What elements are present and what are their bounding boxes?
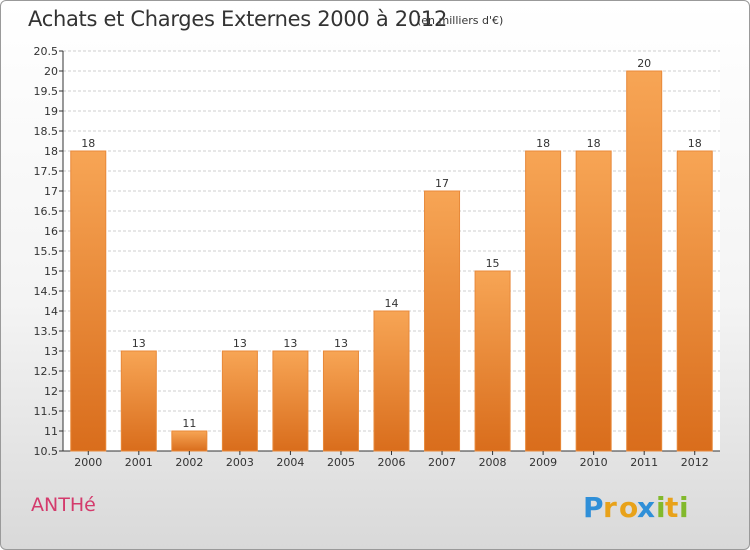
bar-value-label: 11	[182, 417, 196, 430]
y-tick-label: 16.5	[34, 205, 59, 218]
y-tick-label: 20	[44, 65, 58, 78]
x-tick-label: 2009	[529, 456, 557, 469]
x-tick-label: 2003	[226, 456, 254, 469]
x-tick-label: 2004	[276, 456, 304, 469]
x-tick-label: 2010	[580, 456, 608, 469]
bar-value-label: 13	[334, 337, 348, 350]
bar	[272, 350, 309, 452]
y-tick-label: 20.5	[34, 45, 59, 58]
y-tick-label: 11.5	[34, 405, 59, 418]
logo-letter: i	[656, 491, 666, 524]
y-tick-label: 12.5	[34, 365, 59, 378]
bar	[626, 70, 663, 452]
x-tick-label: 2011	[630, 456, 658, 469]
x-tick-label: 2001	[125, 456, 153, 469]
y-tick-label: 11	[44, 425, 58, 438]
y-tick-label: 19	[44, 105, 58, 118]
chart-unit-label: (en milliers d'€)	[417, 14, 504, 27]
bar	[676, 150, 713, 452]
bar	[120, 350, 157, 452]
x-tick-label: 2000	[74, 456, 102, 469]
y-tick-label: 17	[44, 185, 58, 198]
logo-letter: P	[583, 491, 604, 524]
bar-value-label: 13	[132, 337, 146, 350]
y-tick-label: 13.5	[34, 325, 59, 338]
x-tick-label: 2006	[378, 456, 406, 469]
x-tick-label: 2005	[327, 456, 355, 469]
chart-title: Achats et Charges Externes 2000 à 2012	[28, 7, 448, 31]
bar-value-label: 15	[486, 257, 500, 270]
commune-name: ANTHé	[31, 494, 96, 516]
bar-value-label: 13	[233, 337, 247, 350]
bar-value-label: 18	[81, 137, 95, 150]
bar	[424, 190, 461, 452]
y-tick-label: 13	[44, 345, 58, 358]
y-tick-label: 16	[44, 225, 58, 238]
bar-value-label: 17	[435, 177, 449, 190]
y-tick-label: 17.5	[34, 165, 59, 178]
x-tick-label: 2007	[428, 456, 456, 469]
y-tick-label: 15	[44, 265, 58, 278]
x-tick-label: 2008	[479, 456, 507, 469]
logo-letter: i	[679, 491, 689, 524]
y-tick-label: 14	[44, 305, 58, 318]
logo-letter: o	[619, 491, 639, 524]
x-tick-label: 2012	[681, 456, 709, 469]
bar-value-label: 13	[283, 337, 297, 350]
y-tick-label: 10.5	[34, 445, 59, 458]
bar	[70, 150, 107, 452]
bar	[474, 270, 511, 452]
bar-value-label: 18	[587, 137, 601, 150]
y-tick-label: 12	[44, 385, 58, 398]
bar-value-label: 14	[385, 297, 399, 310]
y-tick-label: 18	[44, 145, 58, 158]
bar-value-label: 18	[536, 137, 550, 150]
y-tick-label: 14.5	[34, 285, 59, 298]
y-tick-label: 19.5	[34, 85, 59, 98]
y-tick-label: 15.5	[34, 245, 59, 258]
bar-value-label: 20	[637, 57, 651, 70]
bar	[525, 150, 562, 452]
logo-letter: t	[665, 491, 679, 524]
bar	[322, 350, 359, 452]
bar	[221, 350, 258, 452]
logo-letter: x	[637, 491, 656, 524]
logo-letter: r	[603, 491, 617, 524]
x-tick-label: 2002	[175, 456, 203, 469]
bar	[171, 430, 208, 452]
bar	[373, 310, 410, 452]
bar-value-label: 18	[688, 137, 702, 150]
bar	[575, 150, 612, 452]
y-tick-label: 18.5	[34, 125, 59, 138]
